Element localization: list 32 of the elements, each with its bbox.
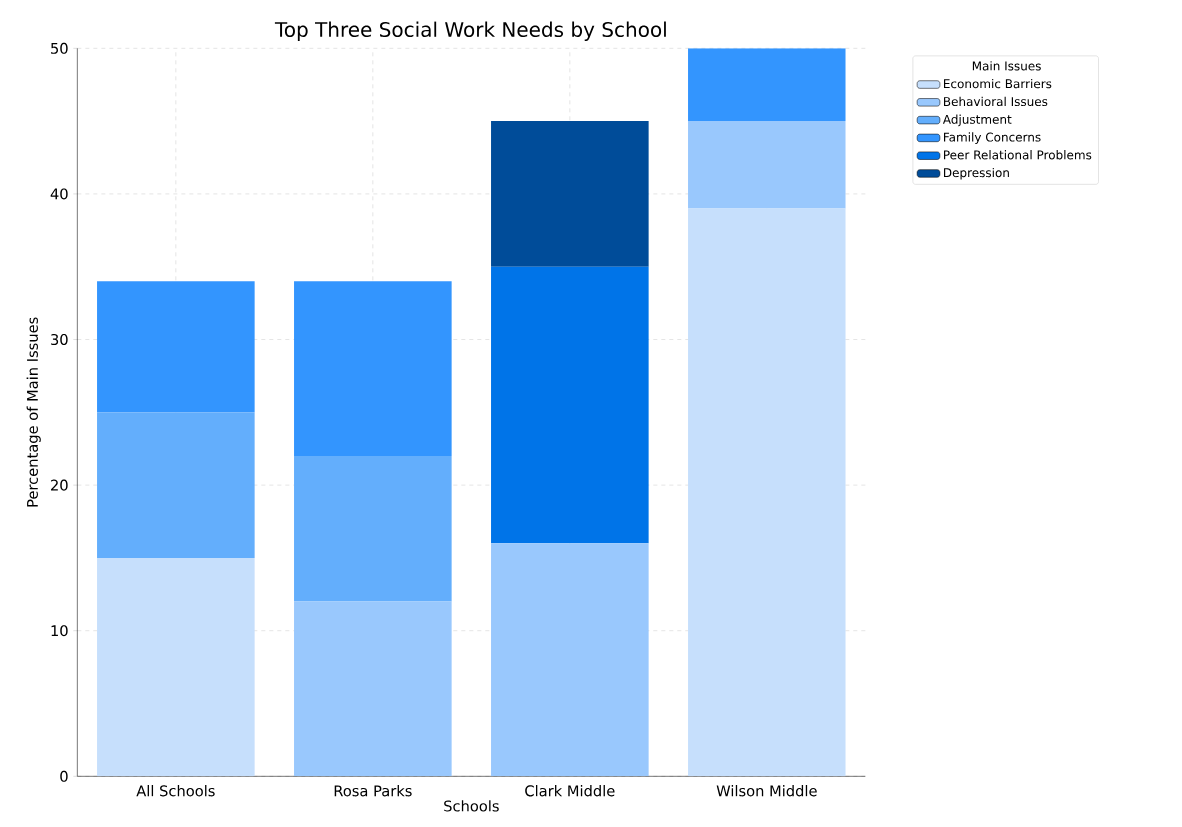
bar xyxy=(294,601,452,777)
legend-label: Depression xyxy=(944,167,1009,180)
bar xyxy=(97,412,255,558)
chart-title: Top Three Social Work Needs by School xyxy=(274,21,666,41)
legend-label: Adjustment xyxy=(942,114,1012,127)
bar xyxy=(97,281,255,413)
bar xyxy=(491,543,649,777)
y-axis-title: Percentage of Main Issues xyxy=(26,317,41,507)
legend-label: Economic Barriers xyxy=(944,78,1052,89)
bar xyxy=(688,208,846,777)
x-tick-label: All Schools xyxy=(136,785,215,797)
bar xyxy=(294,456,452,602)
y-tick-label: 30 xyxy=(51,333,68,346)
y-tick-label: 20 xyxy=(51,479,68,491)
y-tick-label: 0 xyxy=(60,770,68,782)
legend-label: Family Concerns xyxy=(944,132,1041,144)
bar xyxy=(491,121,649,267)
y-tick-label: 50 xyxy=(51,42,68,54)
x-tick-label: Wilson Middle xyxy=(716,785,817,797)
y-tick-label: 10 xyxy=(51,625,68,637)
x-tick-label: Clark Middle xyxy=(525,785,615,797)
legend-label: Behavioral Issues xyxy=(944,96,1048,107)
x-axis-title: Schools xyxy=(444,800,499,812)
bar xyxy=(688,121,846,209)
bar xyxy=(688,48,846,122)
y-tick-label: 40 xyxy=(50,188,68,200)
x-tick-label: Rosa Parks xyxy=(334,785,412,797)
bar xyxy=(97,557,255,777)
legend-title: Main Issues xyxy=(972,61,1041,71)
bar xyxy=(491,266,649,544)
legend-label: Peer Relational Problems xyxy=(944,150,1092,160)
bar xyxy=(294,281,452,456)
